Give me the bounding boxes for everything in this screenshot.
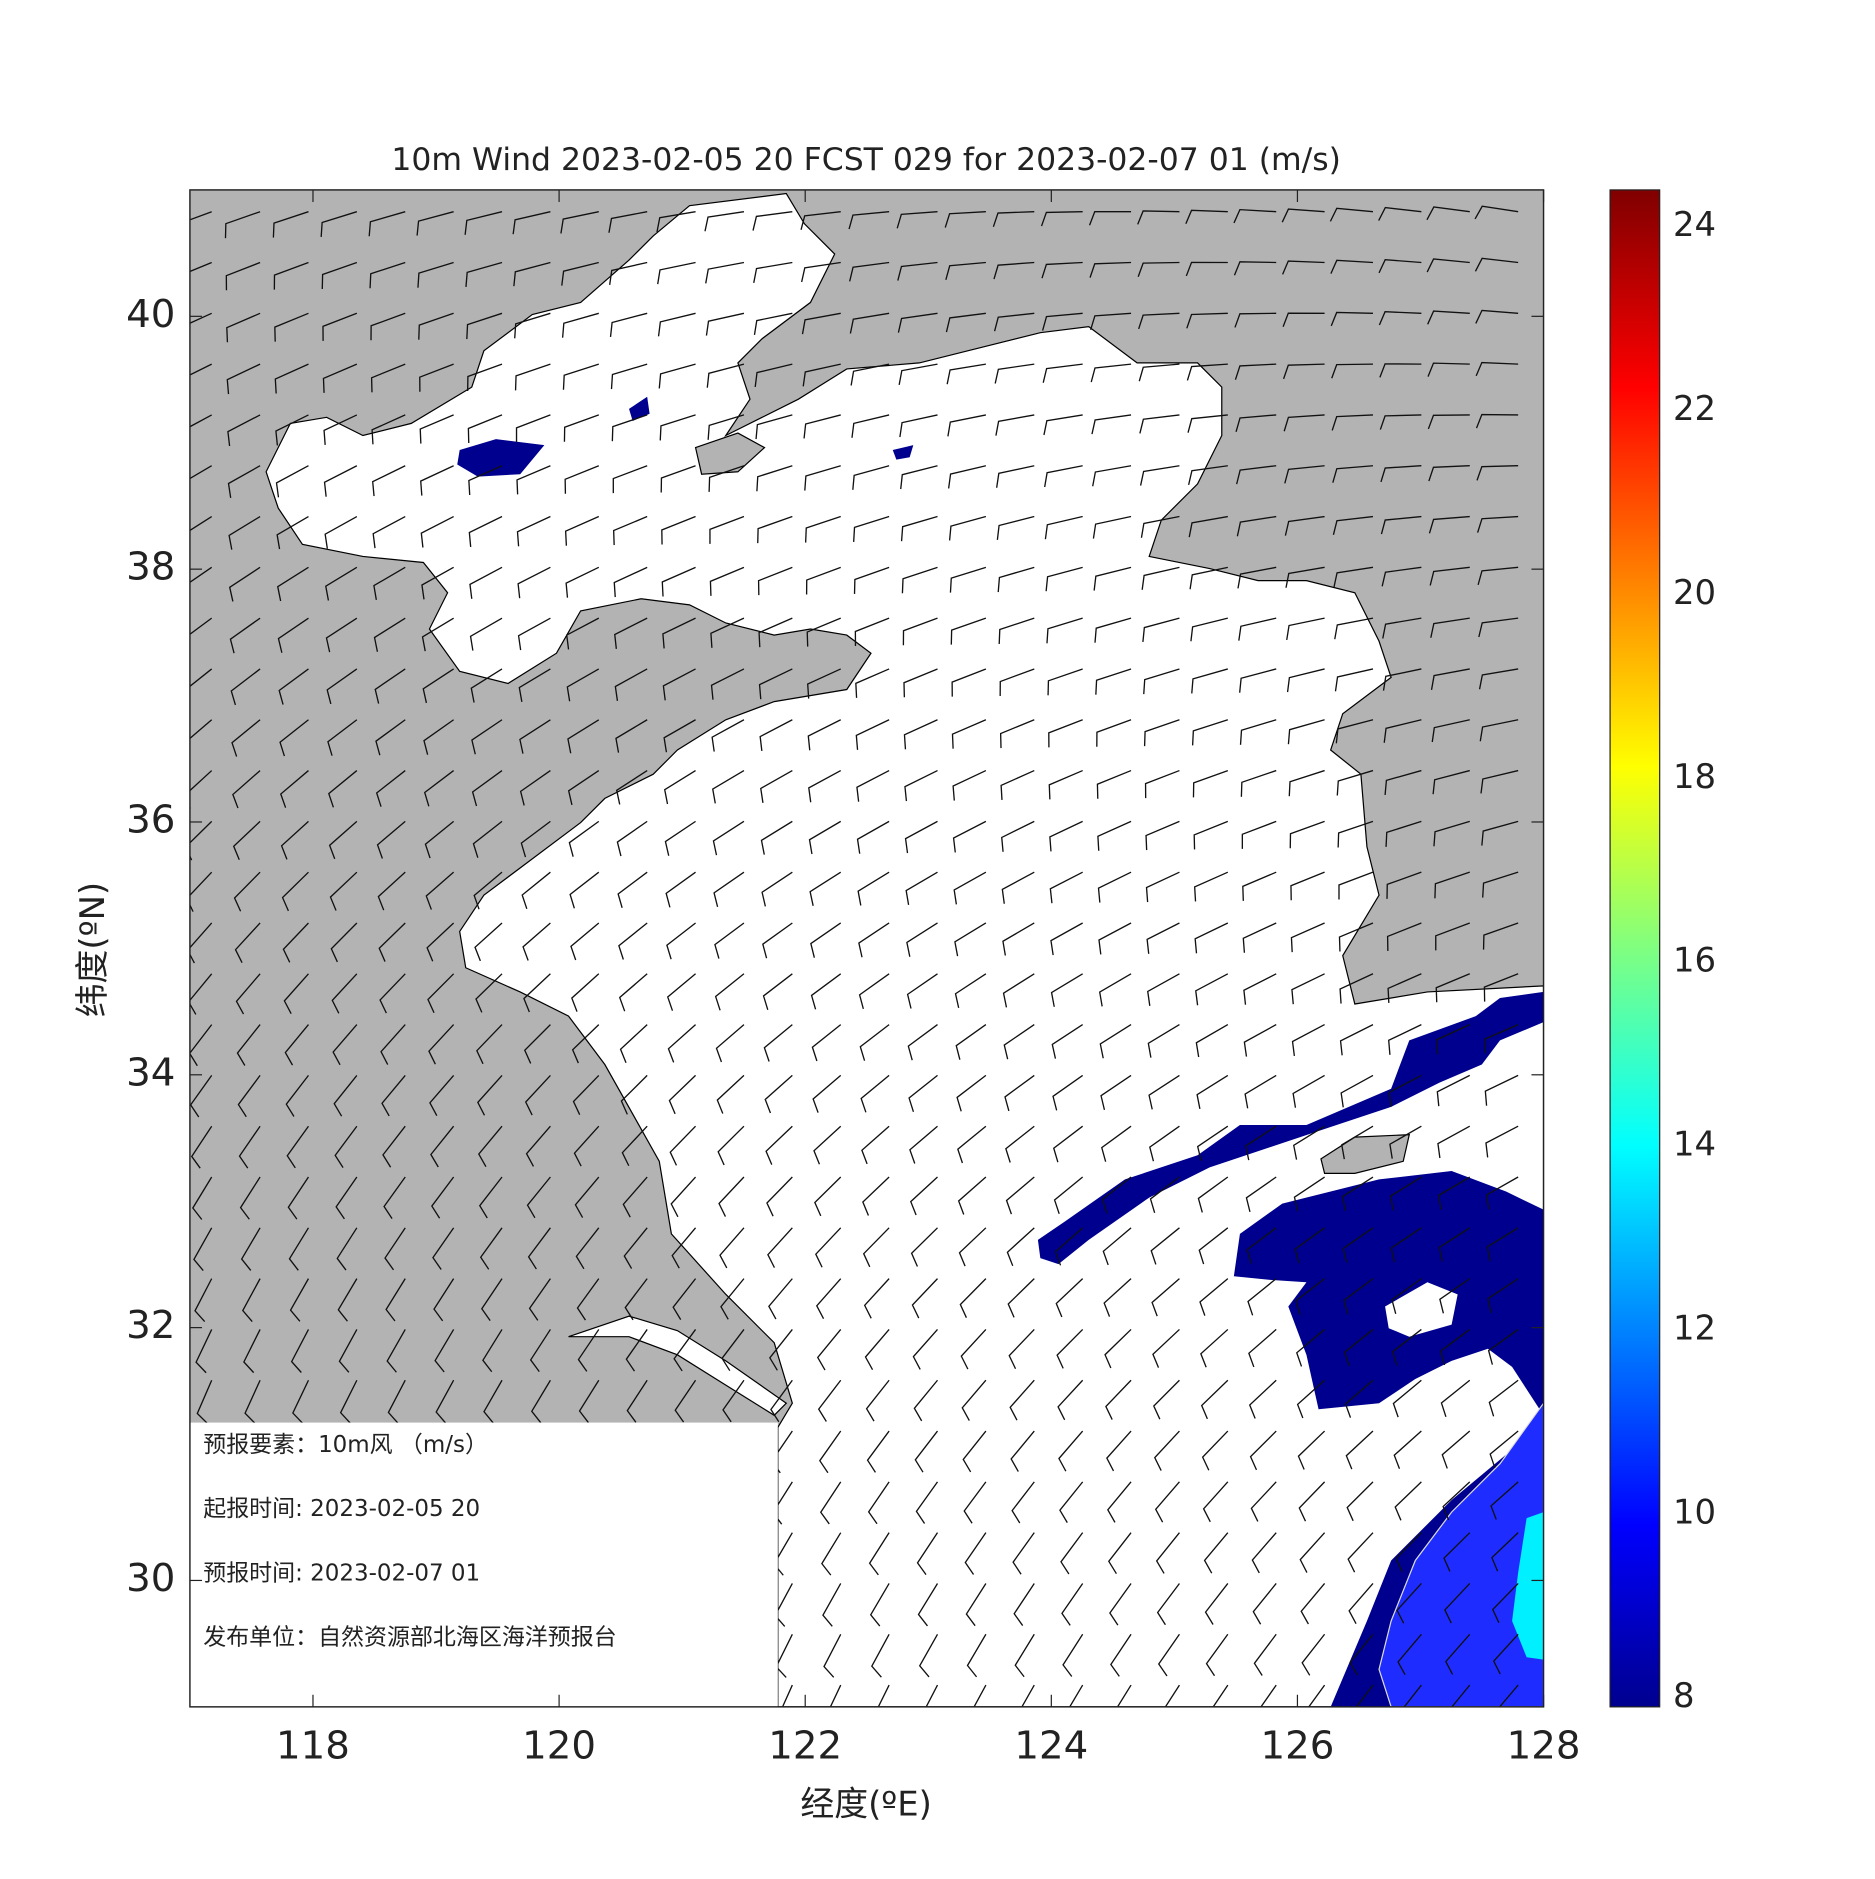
contour-8 bbox=[629, 396, 650, 421]
colorbar-tick-label: 12 bbox=[1673, 1308, 1716, 1347]
sea-hole bbox=[1385, 1282, 1458, 1337]
info-line: 起报时间: 2023-02-05 20 bbox=[203, 1496, 480, 1522]
contour-12 bbox=[1512, 1512, 1544, 1660]
x-tick-label: 126 bbox=[1261, 1723, 1335, 1768]
y-tick-label: 40 bbox=[126, 292, 175, 337]
x-tick-label: 118 bbox=[276, 1723, 350, 1768]
y-tick-label: 38 bbox=[126, 545, 175, 590]
contour-8 bbox=[892, 445, 914, 460]
colorbar-tick-label: 20 bbox=[1673, 573, 1716, 612]
axes: 118 120 122 124 126 128 30 32 34 36 38 40 8 10 12 14 16 1… bbox=[126, 189, 1716, 1768]
y-tick-label: 32 bbox=[126, 1303, 175, 1348]
contour-8 bbox=[457, 439, 545, 477]
colorbar-tick-label: 24 bbox=[1673, 205, 1716, 244]
colorbar-tick-label: 8 bbox=[1673, 1676, 1695, 1715]
y-tick-label: 34 bbox=[126, 1050, 175, 1095]
colorbar-tick-label: 10 bbox=[1673, 1492, 1716, 1531]
wind-barbs bbox=[189, 205, 1519, 1707]
x-tick-label: 128 bbox=[1507, 1723, 1581, 1768]
colorbar-tick-label: 18 bbox=[1673, 757, 1716, 796]
colorbar-tick-label: 22 bbox=[1673, 389, 1716, 428]
y-tick-label: 36 bbox=[126, 797, 175, 842]
river bbox=[568, 1315, 788, 1417]
colorbar-tick-label: 16 bbox=[1673, 941, 1716, 980]
wind-barb bbox=[189, 205, 1519, 1707]
sea bbox=[265, 192, 1544, 1707]
plot-frame bbox=[189, 189, 1545, 1708]
info-line: 预报时间: 2023-02-07 01 bbox=[203, 1560, 480, 1586]
x-tick-label: 122 bbox=[768, 1723, 842, 1768]
x-tick-label: 120 bbox=[522, 1723, 596, 1768]
x-tick-label: 124 bbox=[1014, 1723, 1088, 1768]
colorbar bbox=[1609, 189, 1661, 1708]
info-line: 预报要素：10m风 （m/s） bbox=[203, 1432, 488, 1458]
contour-8 bbox=[1037, 991, 1544, 1265]
island bbox=[694, 432, 766, 475]
contour-10 bbox=[1378, 1402, 1544, 1707]
title: 10m Wind 2023-02-05 20 FCST 029 for 2023… bbox=[391, 142, 1341, 178]
info-box bbox=[189, 1422, 778, 1707]
x-axis-label: 经度(ºE) bbox=[800, 1785, 932, 1824]
info-line: 发布单位：自然资源部北海区海洋预报台 bbox=[203, 1624, 616, 1650]
y-axis-label: 纬度(ºN) bbox=[73, 882, 112, 1017]
colorbar-tick-label: 14 bbox=[1673, 1125, 1716, 1164]
info-text: 预报要素：10m风 （m/s） 起报时间: 2023-02-05 20 预报时间: … bbox=[203, 1432, 616, 1650]
y-tick-label: 30 bbox=[126, 1556, 175, 1601]
